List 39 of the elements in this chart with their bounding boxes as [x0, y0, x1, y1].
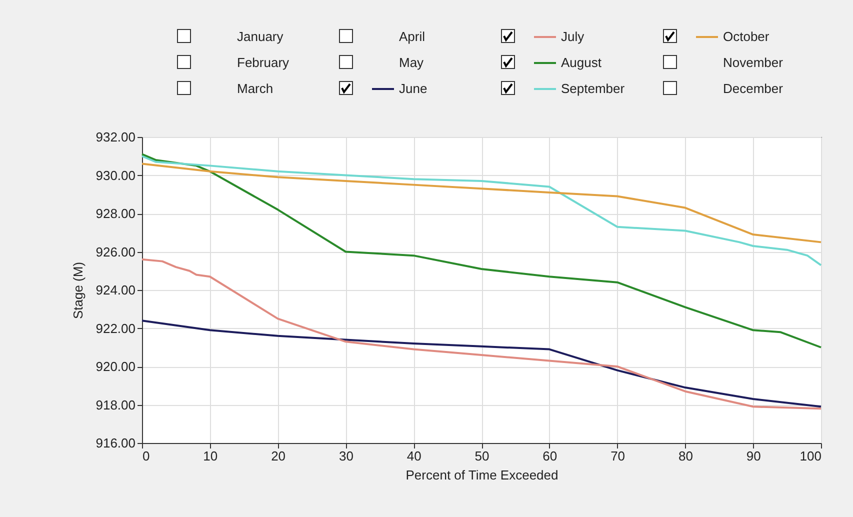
legend-label: July [561, 29, 584, 44]
x-tick-label: 50 [474, 448, 490, 464]
y-tick-label: 930.00 [96, 168, 136, 183]
x-tick-label: 70 [610, 448, 626, 464]
legend-label: October [723, 29, 770, 44]
x-tick-label: 20 [271, 448, 286, 464]
text: November [723, 55, 783, 70]
text: February [237, 55, 290, 70]
text: March [237, 81, 274, 96]
x-tick-label: 40 [406, 448, 422, 464]
legend-label: August [561, 55, 602, 70]
line-series [141, 153, 822, 348]
text: December [723, 81, 783, 96]
line-series [141, 155, 822, 266]
x-tick-label: 90 [746, 448, 761, 464]
y-tick-label: 920.00 [96, 359, 136, 374]
y-tick-label: 932.00 [96, 130, 136, 144]
x-tick-label: 0 [142, 448, 150, 464]
x-tick-label: 60 [542, 448, 558, 464]
y-tick-label: 928.00 [96, 206, 136, 221]
y-tick-label: 924.00 [96, 282, 136, 298]
line-series [141, 258, 822, 410]
x-tick-label: 100 [800, 448, 822, 464]
y-tick-label: 926.00 [96, 244, 136, 260]
text: May [399, 55, 424, 70]
legend-label: June [399, 81, 428, 96]
text: April [399, 29, 426, 44]
line-series [141, 162, 822, 244]
x-axis-title: Percent of Time Exceeded [406, 468, 558, 482]
text: January [237, 29, 284, 44]
line-series [141, 320, 822, 408]
x-tick-label: 10 [203, 448, 218, 464]
y-axis-title: Stage (M) [70, 262, 86, 320]
y-tick-label: 922.00 [96, 320, 136, 336]
y-tick-label: 918.00 [96, 397, 136, 412]
x-tick-label: 80 [678, 448, 693, 464]
x-tick-label: 30 [338, 448, 354, 464]
y-tick-label: 916.00 [96, 436, 136, 450]
legend-label: September [561, 81, 625, 96]
